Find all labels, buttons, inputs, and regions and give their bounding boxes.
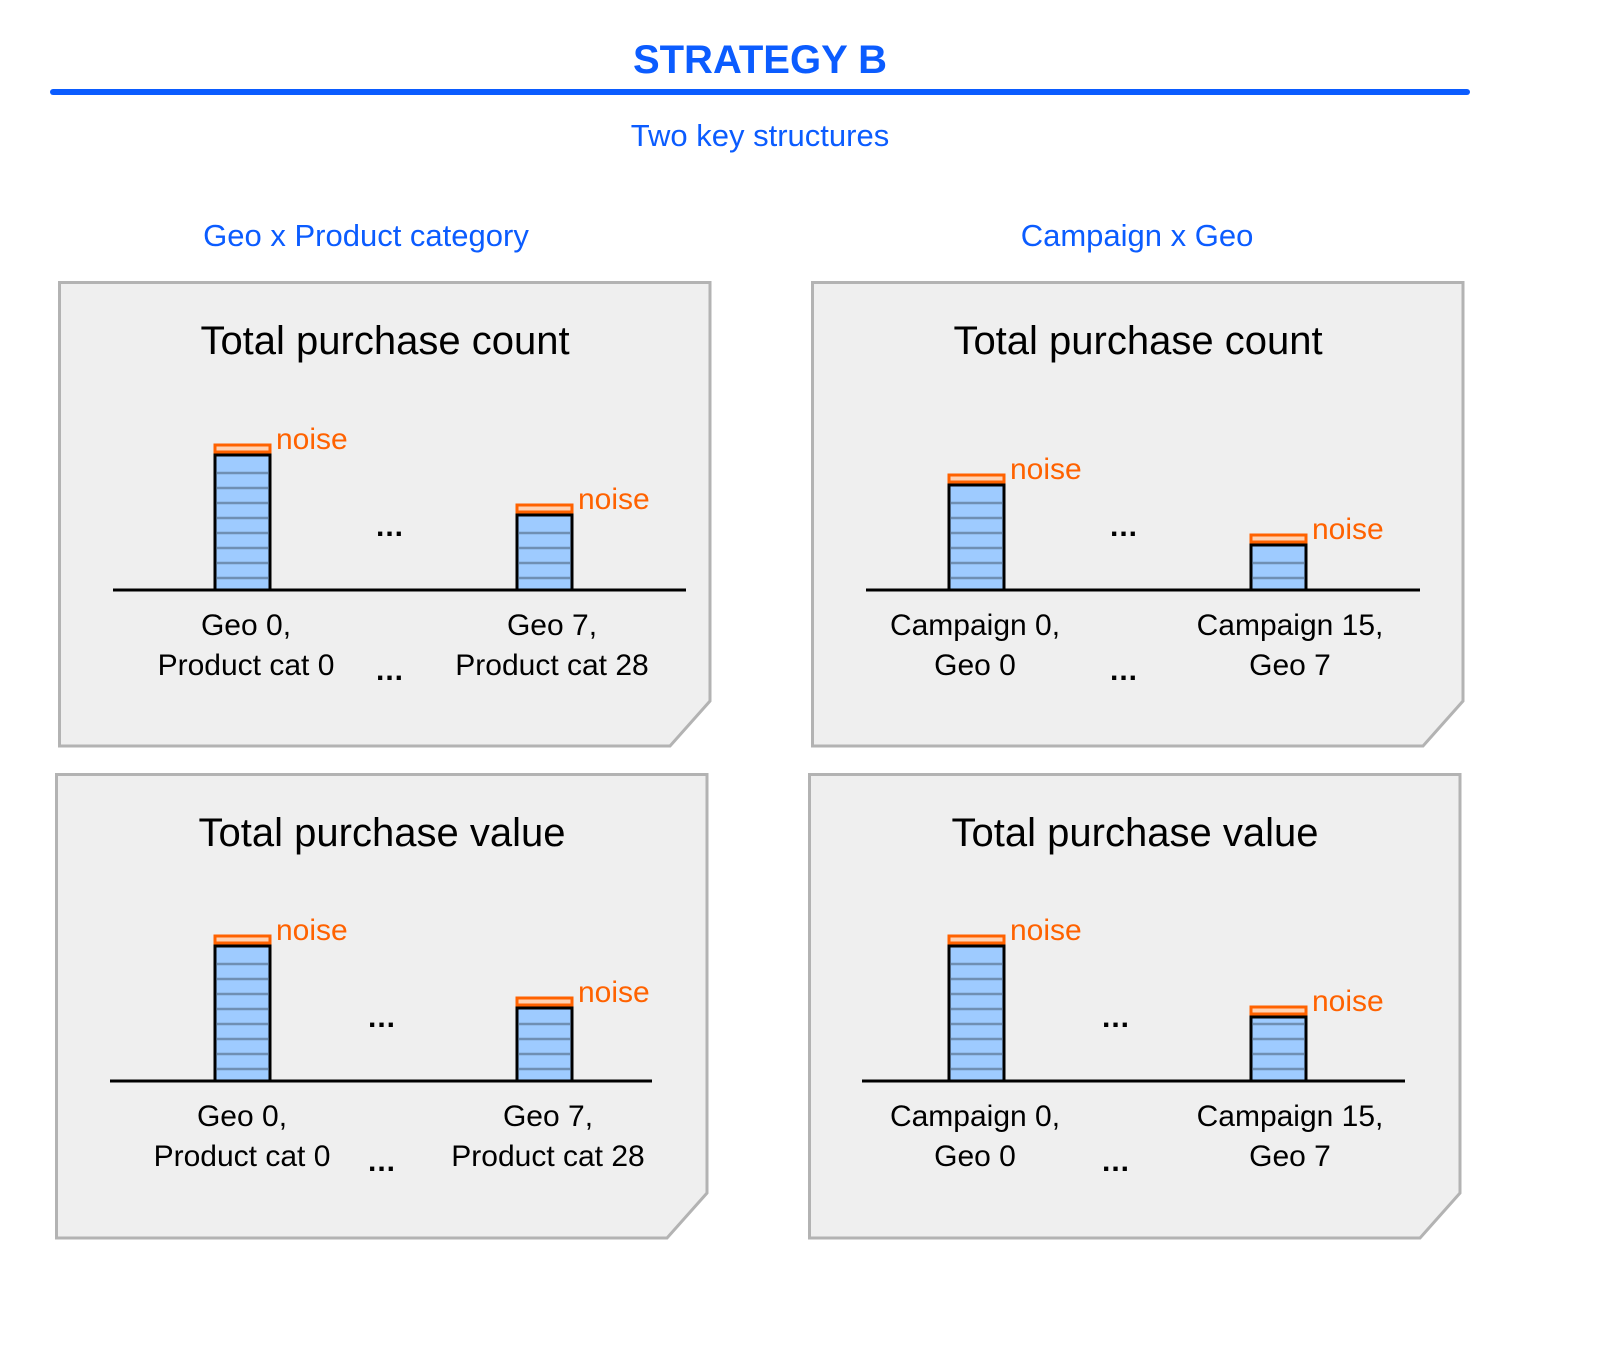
noise-label-1: noise bbox=[1312, 513, 1384, 546]
noise-label-1: noise bbox=[578, 976, 650, 1009]
panel-card bbox=[55, 773, 709, 1240]
ellipsis-bars: ... bbox=[1109, 510, 1139, 543]
bar-label-line1-0: Campaign 0, bbox=[889, 1100, 1061, 1133]
bar-label-line2-0: Geo 0 bbox=[934, 1140, 1016, 1173]
panel-geo-product-count: Total purchase count noise Geo 0, Product c… bbox=[58, 281, 712, 748]
bar-label-line2-0: Product cat 0 bbox=[153, 1140, 331, 1173]
panel-title: Total purchase value bbox=[951, 811, 1319, 855]
bar-label-line1-1: Campaign 15, bbox=[1196, 609, 1384, 642]
bar-label-line1-1: Geo 7, bbox=[506, 609, 598, 642]
panel-title: Total purchase count bbox=[953, 319, 1323, 363]
bar-1 bbox=[1249, 1015, 1308, 1083]
bar-label-line1-0: Geo 0, bbox=[200, 609, 292, 642]
panel-title: Total purchase value bbox=[198, 811, 566, 855]
panel-graphic bbox=[58, 281, 712, 748]
noise-cap-0 bbox=[947, 934, 1006, 945]
panel-campaign-geo-value: Total purchase value noise Campaign 0, Geo … bbox=[808, 773, 1462, 1240]
diagram-subtitle: Two key structures bbox=[630, 118, 890, 153]
bar-0 bbox=[947, 483, 1006, 592]
bar-0 bbox=[213, 944, 272, 1083]
column-heading-geo-product: Geo x Product category bbox=[203, 218, 529, 253]
title-underline bbox=[50, 89, 1470, 95]
noise-label-0: noise bbox=[276, 914, 348, 947]
bar-label-line2-0: Geo 0 bbox=[934, 649, 1016, 682]
noise-label-0: noise bbox=[1010, 914, 1082, 947]
ellipsis-labels: ... bbox=[1101, 1145, 1131, 1178]
noise-cap-1 bbox=[1249, 1005, 1308, 1016]
noise-cap-0 bbox=[213, 934, 272, 945]
panel-title: Total purchase count bbox=[200, 319, 570, 363]
bar-label-line2-1: Geo 7 bbox=[1249, 649, 1331, 682]
noise-cap-1 bbox=[515, 996, 574, 1007]
noise-cap-0 bbox=[213, 443, 272, 454]
ellipsis-labels: ... bbox=[367, 1145, 397, 1178]
bar-label-line2-1: Geo 7 bbox=[1249, 1140, 1331, 1173]
ellipsis-bars: ... bbox=[375, 510, 405, 543]
bar-label-line2-1: Product cat 28 bbox=[451, 1140, 645, 1173]
noise-cap-0 bbox=[947, 473, 1006, 484]
column-heading-campaign-geo: Campaign x Geo bbox=[1020, 218, 1254, 253]
bar-0 bbox=[213, 453, 272, 592]
panel-graphic bbox=[55, 773, 709, 1240]
bar-0 bbox=[947, 944, 1006, 1083]
ellipsis-bars: ... bbox=[367, 1001, 397, 1034]
noise-label-0: noise bbox=[276, 423, 348, 456]
noise-cap-1 bbox=[1249, 533, 1308, 544]
noise-label-1: noise bbox=[578, 483, 650, 516]
panel-graphic bbox=[808, 773, 1462, 1240]
panel-card bbox=[811, 281, 1465, 748]
bar-label-line2-0: Product cat 0 bbox=[157, 649, 335, 682]
noise-cap-1 bbox=[515, 503, 574, 514]
noise-label-0: noise bbox=[1010, 453, 1082, 486]
bar-1 bbox=[1249, 543, 1308, 592]
panel-geo-product-value: Total purchase value noise Geo 0, Product c… bbox=[55, 773, 709, 1240]
bar-label-line1-0: Campaign 0, bbox=[889, 609, 1061, 642]
ellipsis-labels: ... bbox=[375, 654, 405, 687]
noise-label-1: noise bbox=[1312, 985, 1384, 1018]
diagram-title: STRATEGY B bbox=[632, 38, 888, 82]
bar-label-line1-0: Geo 0, bbox=[196, 1100, 288, 1133]
panel-campaign-geo-count: Total purchase count noise Campaign 0, Geo … bbox=[811, 281, 1465, 748]
bar-label-line1-1: Geo 7, bbox=[502, 1100, 594, 1133]
bar-label-line1-1: Campaign 15, bbox=[1196, 1100, 1384, 1133]
ellipsis-labels: ... bbox=[1109, 654, 1139, 687]
panel-card bbox=[808, 773, 1462, 1240]
ellipsis-bars: ... bbox=[1101, 1001, 1131, 1034]
panel-graphic bbox=[811, 281, 1465, 748]
panel-card bbox=[58, 281, 712, 748]
bar-label-line2-1: Product cat 28 bbox=[455, 649, 649, 682]
